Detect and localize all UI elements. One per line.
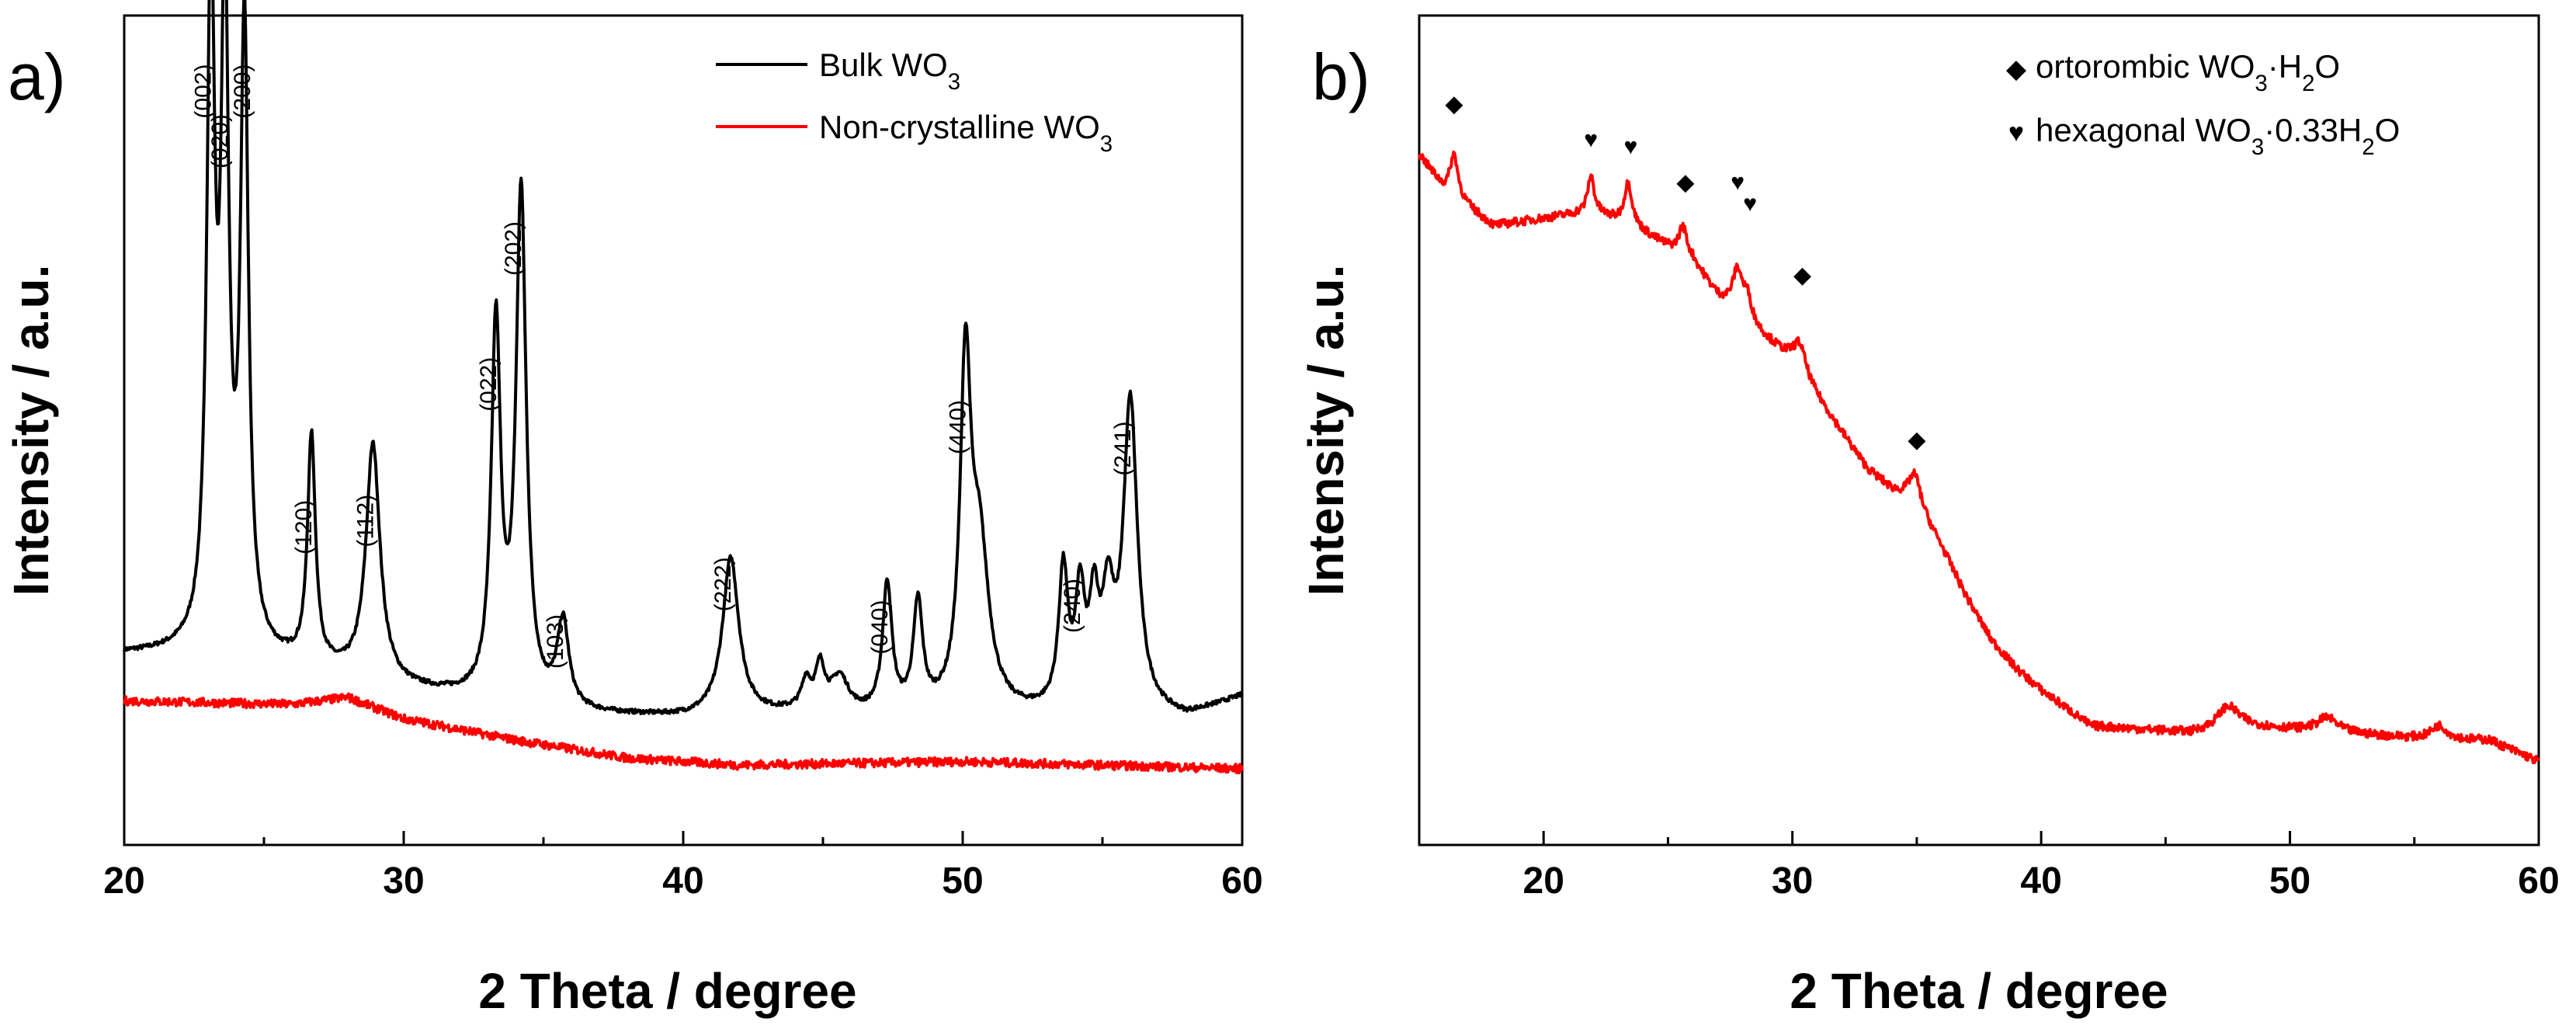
legend-diamond-icon: ◆ bbox=[2006, 54, 2027, 84]
legend-label-ortorombic: ortorombic WO3·H2O bbox=[2036, 48, 2340, 96]
x-axis-title: 2 Theta / degree bbox=[1790, 963, 2168, 1019]
legend-label-noncryst: Non-crystalline WO3 bbox=[819, 109, 1113, 157]
x-tick-label: 20 bbox=[103, 860, 144, 902]
peak-label: (241) bbox=[1110, 422, 1136, 476]
x-axis-title: 2 Theta / degree bbox=[478, 963, 856, 1019]
legend-label-hexagonal: hexagonal WO3·0.33H2O bbox=[2036, 112, 2400, 160]
peak-label: (202) bbox=[501, 221, 526, 276]
x-tick-label: 60 bbox=[1221, 860, 1262, 902]
chart-panel-a: 20 30 40 50 60 2 Theta / degree Intensity / a.… bbox=[3, 0, 1263, 1019]
peak-label: (022) bbox=[476, 357, 502, 412]
peak-label: (240) bbox=[1060, 579, 1085, 633]
hexagonal-marker: ♥ bbox=[1743, 191, 1757, 217]
x-tick-label: 60 bbox=[2518, 860, 2559, 902]
series-line-noncryst bbox=[1418, 150, 2540, 764]
x-tick-label: 30 bbox=[383, 860, 424, 902]
ortorombic-marker: ◆ bbox=[1676, 170, 1694, 196]
x-tick-label: 20 bbox=[1523, 860, 1564, 902]
y-axis-title: Intensity / a.u. bbox=[1298, 265, 1354, 596]
peak-label: (112) bbox=[352, 495, 378, 548]
x-tick-label: 50 bbox=[942, 860, 983, 902]
x-tick-label: 40 bbox=[662, 860, 703, 902]
panel-label: b) bbox=[1312, 40, 1370, 113]
hexagonal-marker: ♥ bbox=[1584, 127, 1598, 152]
chart-panel-b: 20 30 40 50 60 2 Theta / degree Intensity / a.… bbox=[1298, 14, 2560, 1019]
x-tick-label: 50 bbox=[2269, 860, 2310, 902]
peak-label: (103) bbox=[543, 614, 568, 669]
peak-label: (040) bbox=[867, 600, 893, 655]
ortorombic-marker: ◆ bbox=[1908, 427, 1925, 453]
x-tick-label: 40 bbox=[2020, 860, 2061, 902]
panel-label: a) bbox=[8, 40, 66, 113]
peak-label: (120) bbox=[291, 500, 317, 554]
series-line-bulk bbox=[123, 0, 1243, 715]
hexagonal-marker: ♥ bbox=[1731, 170, 1745, 196]
peak-label: (440) bbox=[946, 400, 971, 454]
y-axis-title: Intensity / a.u. bbox=[3, 265, 59, 596]
plot-frame bbox=[1418, 14, 2540, 846]
peak-label: (020) bbox=[207, 114, 233, 169]
ortorombic-marker: ◆ bbox=[1793, 262, 1811, 288]
peak-label: (200) bbox=[230, 64, 255, 119]
peak-label: (002) bbox=[191, 64, 217, 119]
legend-heart-icon: ♥ bbox=[2008, 118, 2024, 148]
x-tick-label: 30 bbox=[1772, 860, 1813, 902]
hexagonal-marker: ♥ bbox=[1623, 134, 1637, 160]
peak-label: (222) bbox=[710, 557, 736, 611]
legend-label-bulk: Bulk WO3 bbox=[819, 47, 960, 95]
series-line-noncryst bbox=[123, 692, 1244, 775]
ortorombic-marker: ◆ bbox=[1445, 91, 1463, 116]
